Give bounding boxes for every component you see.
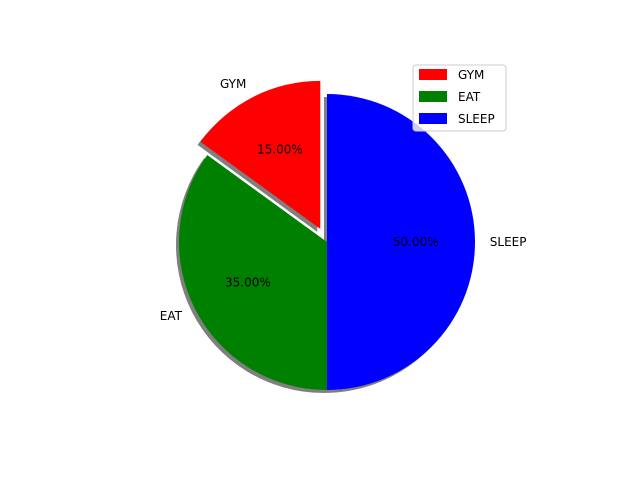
- pie-slices: [178, 80, 475, 390]
- percent-label-sleep: 50.00%: [393, 235, 439, 249]
- category-label-gym: GYM: [220, 77, 246, 91]
- legend-label-eat: EAT: [458, 90, 481, 104]
- percent-labels: 15.00% 35.00% 50.00%: [225, 143, 439, 290]
- legend-swatch-gym: [419, 69, 447, 80]
- legend-label-sleep: SLEEP: [458, 112, 495, 126]
- legend-swatch-eat: [419, 91, 447, 102]
- percent-label-gym: 15.00%: [257, 143, 303, 157]
- legend-swatch-sleep: [419, 113, 447, 124]
- category-labels: GYM EAT SLEEP: [160, 77, 527, 323]
- category-label-eat: EAT: [160, 309, 183, 323]
- category-label-sleep: SLEEP: [490, 235, 527, 249]
- percent-label-eat: 35.00%: [225, 275, 271, 289]
- pie-slice-gym: [200, 80, 321, 229]
- pie-slice-eat: [178, 155, 327, 390]
- legend: GYM EAT SLEEP: [412, 64, 507, 132]
- legend-label-gym: GYM: [458, 68, 484, 82]
- pie-slice-sleep: [327, 94, 475, 390]
